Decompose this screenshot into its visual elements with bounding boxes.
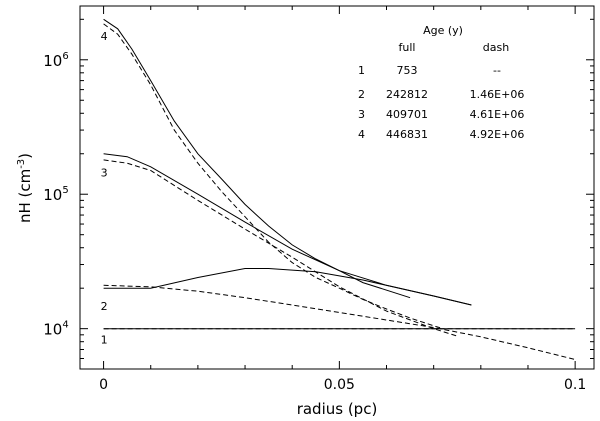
curve-labels: 1 2 3 4 xyxy=(101,30,108,346)
y-tick-label: 104 xyxy=(43,320,68,339)
series-line-dash-6 xyxy=(103,159,458,337)
y-tick-label: 105 xyxy=(43,185,68,204)
plot-frame xyxy=(79,5,595,370)
age-table: Age (y) full dash 1 753 -- 2 242812 1.46… xyxy=(358,24,524,141)
y-tick-label: 106 xyxy=(43,51,68,70)
x-tick-label: 0.05 xyxy=(324,377,355,393)
y-axis-label-exponent: -3 xyxy=(16,159,27,169)
curve-label-2: 2 xyxy=(101,300,108,313)
age-table-row-dash: 1.46E+06 xyxy=(470,88,525,101)
series-line-solid-5 xyxy=(103,153,472,306)
age-table-row-full: 242812 xyxy=(386,88,428,101)
age-table-row-dash: 4.61E+06 xyxy=(470,108,525,121)
series-line-dash-8 xyxy=(103,23,444,330)
series-line-solid-7 xyxy=(103,18,411,299)
age-table-title: Age (y) xyxy=(423,24,463,37)
x-tick-label: 0.1 xyxy=(564,377,586,393)
x-tick-label: 0 xyxy=(99,377,108,393)
age-table-header-full: full xyxy=(399,41,416,54)
plot-lines xyxy=(103,18,576,360)
age-table-row-id: 3 xyxy=(358,108,365,121)
series-line-solid-3 xyxy=(103,268,472,306)
y-axis-label: nH (cm-3) xyxy=(16,153,34,223)
age-table-row-full: 446831 xyxy=(386,128,428,141)
age-table-row-full: 753 xyxy=(397,64,418,77)
x-axis-label: radius (pc) xyxy=(297,400,378,418)
curve-label-4: 4 xyxy=(101,30,108,43)
age-table-row-id: 2 xyxy=(358,88,365,101)
age-table-row-id: 1 xyxy=(358,64,365,77)
age-table-row-dash: -- xyxy=(493,64,501,77)
series-line-dash-4 xyxy=(103,284,576,360)
age-table-row-full: 409701 xyxy=(386,108,428,121)
age-table-row-id: 4 xyxy=(358,128,365,141)
axis-ticks: 0 0.05 0.1 104 105 106 xyxy=(43,6,594,393)
curve-label-1: 1 xyxy=(101,334,108,347)
curve-label-3: 3 xyxy=(101,167,108,180)
age-table-row-dash: 4.92E+06 xyxy=(470,128,525,141)
age-table-header-dash: dash xyxy=(483,41,509,54)
